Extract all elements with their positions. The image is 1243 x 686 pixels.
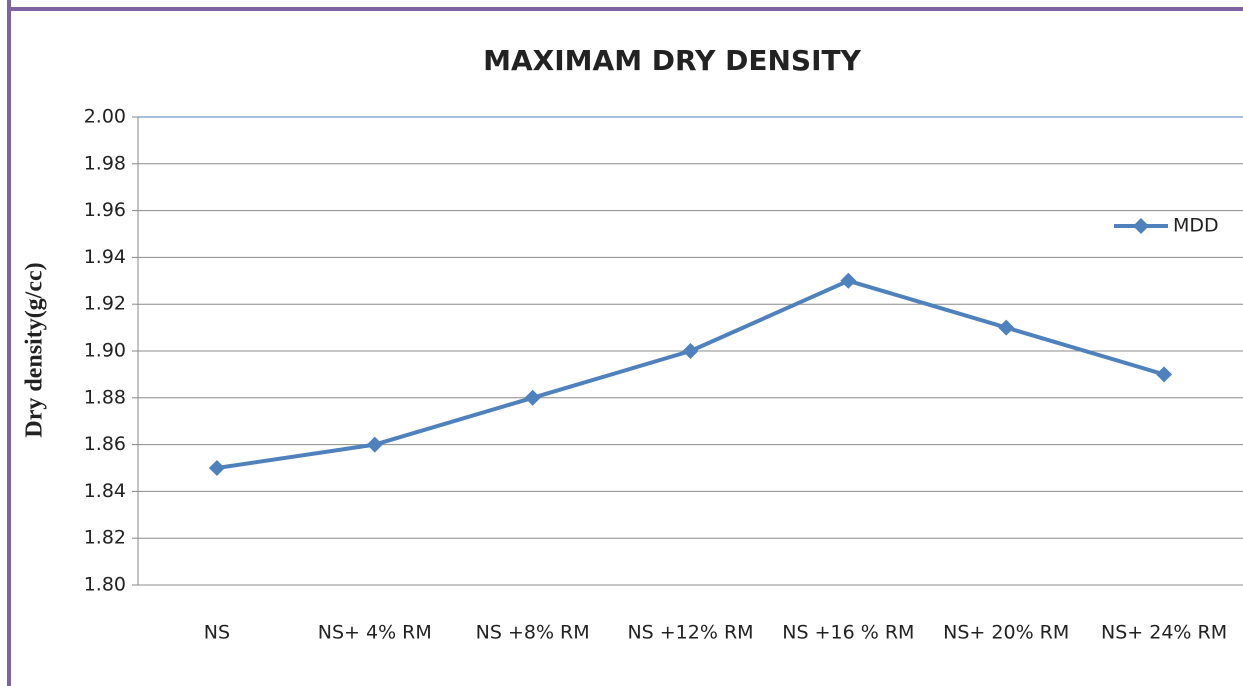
y-tick-label: 1.88 <box>84 386 126 408</box>
data-point <box>208 460 225 476</box>
y-tick-label: 1.86 <box>84 433 126 455</box>
x-tick-label: NS <box>204 622 230 644</box>
x-tick-label: NS +12% RM <box>627 622 753 644</box>
x-tick-label: NS+ 4% RM <box>318 622 432 644</box>
x-tick-label: NS+ 20% RM <box>943 622 1069 644</box>
y-tick-label: 1.82 <box>84 527 126 549</box>
y-tick-label: 1.80 <box>84 574 126 596</box>
y-tick-label: 1.94 <box>84 246 126 268</box>
x-tick-label: NS+ 24% RM <box>1101 622 1227 644</box>
y-axis-label: Dry density(g/cc) <box>22 262 48 437</box>
legend-label: MDD <box>1173 215 1219 237</box>
y-tick-label: 1.90 <box>84 340 126 362</box>
data-point <box>998 319 1015 336</box>
y-tick-label: 1.92 <box>84 293 126 315</box>
data-point <box>682 343 699 359</box>
x-tick-label: NS +8% RM <box>476 622 590 644</box>
y-tick-label: 1.98 <box>84 152 126 174</box>
y-tick-label: 2.00 <box>84 106 126 128</box>
y-tick-label: 1.96 <box>84 199 126 221</box>
data-point <box>840 272 857 289</box>
data-point <box>1156 366 1173 383</box>
x-tick-label: NS +16 % RM <box>782 622 914 644</box>
data-point <box>524 389 541 406</box>
data-point <box>366 436 383 453</box>
y-tick-label: 1.84 <box>84 480 126 502</box>
chart-title: MAXIMAM DRY DENSITY <box>483 44 861 77</box>
legend-marker <box>1133 218 1149 234</box>
